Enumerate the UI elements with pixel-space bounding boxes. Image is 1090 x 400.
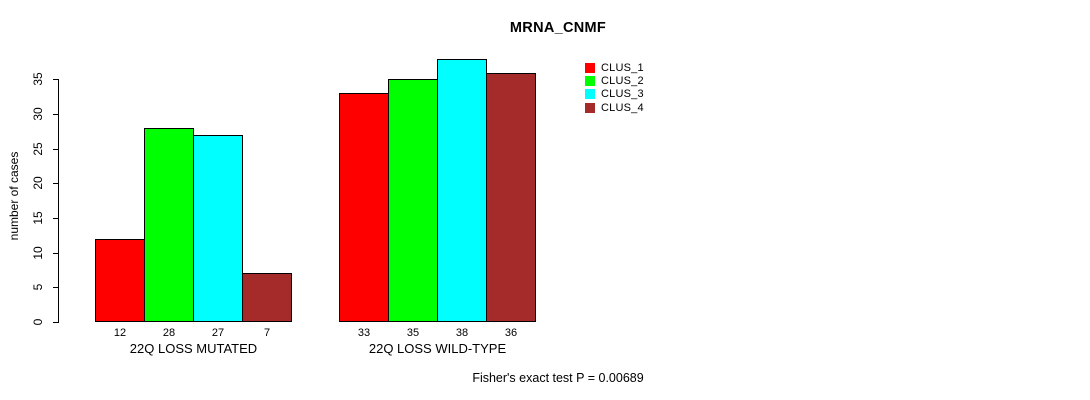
bar-clus-4-group1: [242, 273, 292, 322]
legend-item-clus-2: CLUS_2: [585, 74, 644, 87]
legend-color-swatch-icon: [585, 102, 595, 113]
bar-clus-1-group1: [95, 238, 145, 322]
y-tick-label: 5: [31, 284, 45, 291]
bar-clus-1-group2: [339, 93, 389, 322]
bar-value-label: 35: [406, 327, 420, 339]
bar-value-label: 36: [504, 327, 518, 339]
bar-value-label: 27: [211, 327, 225, 339]
legend-item-clus-4: CLUS_4: [585, 101, 644, 114]
bar-clus-2-group1: [144, 127, 194, 322]
y-tick-label: 15: [31, 211, 45, 225]
legend: CLUS_1 CLUS_2 CLUS_3 CLUS_4: [585, 61, 644, 115]
y-tick-label: 20: [31, 176, 45, 191]
legend-item-clus-3: CLUS_3: [585, 88, 644, 101]
x-category-label: 22Q LOSS WILD-TYPE: [368, 341, 507, 356]
y-axis: [58, 79, 59, 323]
fisher-test-caption: Fisher's exact test P = 0.00689: [472, 371, 644, 385]
y-tick: [53, 183, 58, 185]
y-tick: [53, 218, 58, 220]
legend-label: CLUS_3: [601, 88, 644, 101]
y-tick-label: 10: [31, 246, 45, 260]
legend-color-swatch-icon: [585, 76, 595, 87]
y-tick-label: 30: [31, 107, 45, 121]
y-tick: [53, 287, 58, 289]
bar-value-label: 33: [357, 327, 371, 339]
bar-value-label: 7: [263, 327, 271, 339]
bar-clus-3-group1: [193, 134, 243, 322]
legend-color-swatch-icon: [585, 89, 595, 100]
bar-clus-3-group2: [437, 58, 487, 322]
y-tick: [53, 114, 58, 116]
legend-label: CLUS_4: [601, 101, 644, 114]
bar-clus-4-group2: [486, 72, 536, 322]
y-tick-label: 25: [31, 142, 45, 156]
y-tick-label: 35: [31, 72, 45, 87]
y-tick: [53, 79, 58, 81]
bar-value-label: 38: [455, 327, 469, 339]
chart-title: MRNA_CNMF: [509, 20, 607, 36]
legend-item-clus-1: CLUS_1: [585, 61, 644, 74]
legend-color-swatch-icon: [585, 62, 595, 73]
y-axis-label: number of cases: [7, 151, 21, 241]
y-tick: [53, 322, 58, 323]
bar-value-label: 28: [162, 327, 176, 339]
x-category-label: 22Q LOSS MUTATED: [129, 341, 258, 356]
y-tick: [53, 252, 58, 254]
legend-label: CLUS_1: [601, 61, 644, 74]
bar-clus-2-group2: [388, 79, 438, 322]
y-tick: [53, 148, 58, 150]
bar-value-label: 12: [113, 327, 127, 339]
legend-label: CLUS_2: [601, 75, 644, 88]
y-tick-label: 0: [31, 318, 45, 326]
